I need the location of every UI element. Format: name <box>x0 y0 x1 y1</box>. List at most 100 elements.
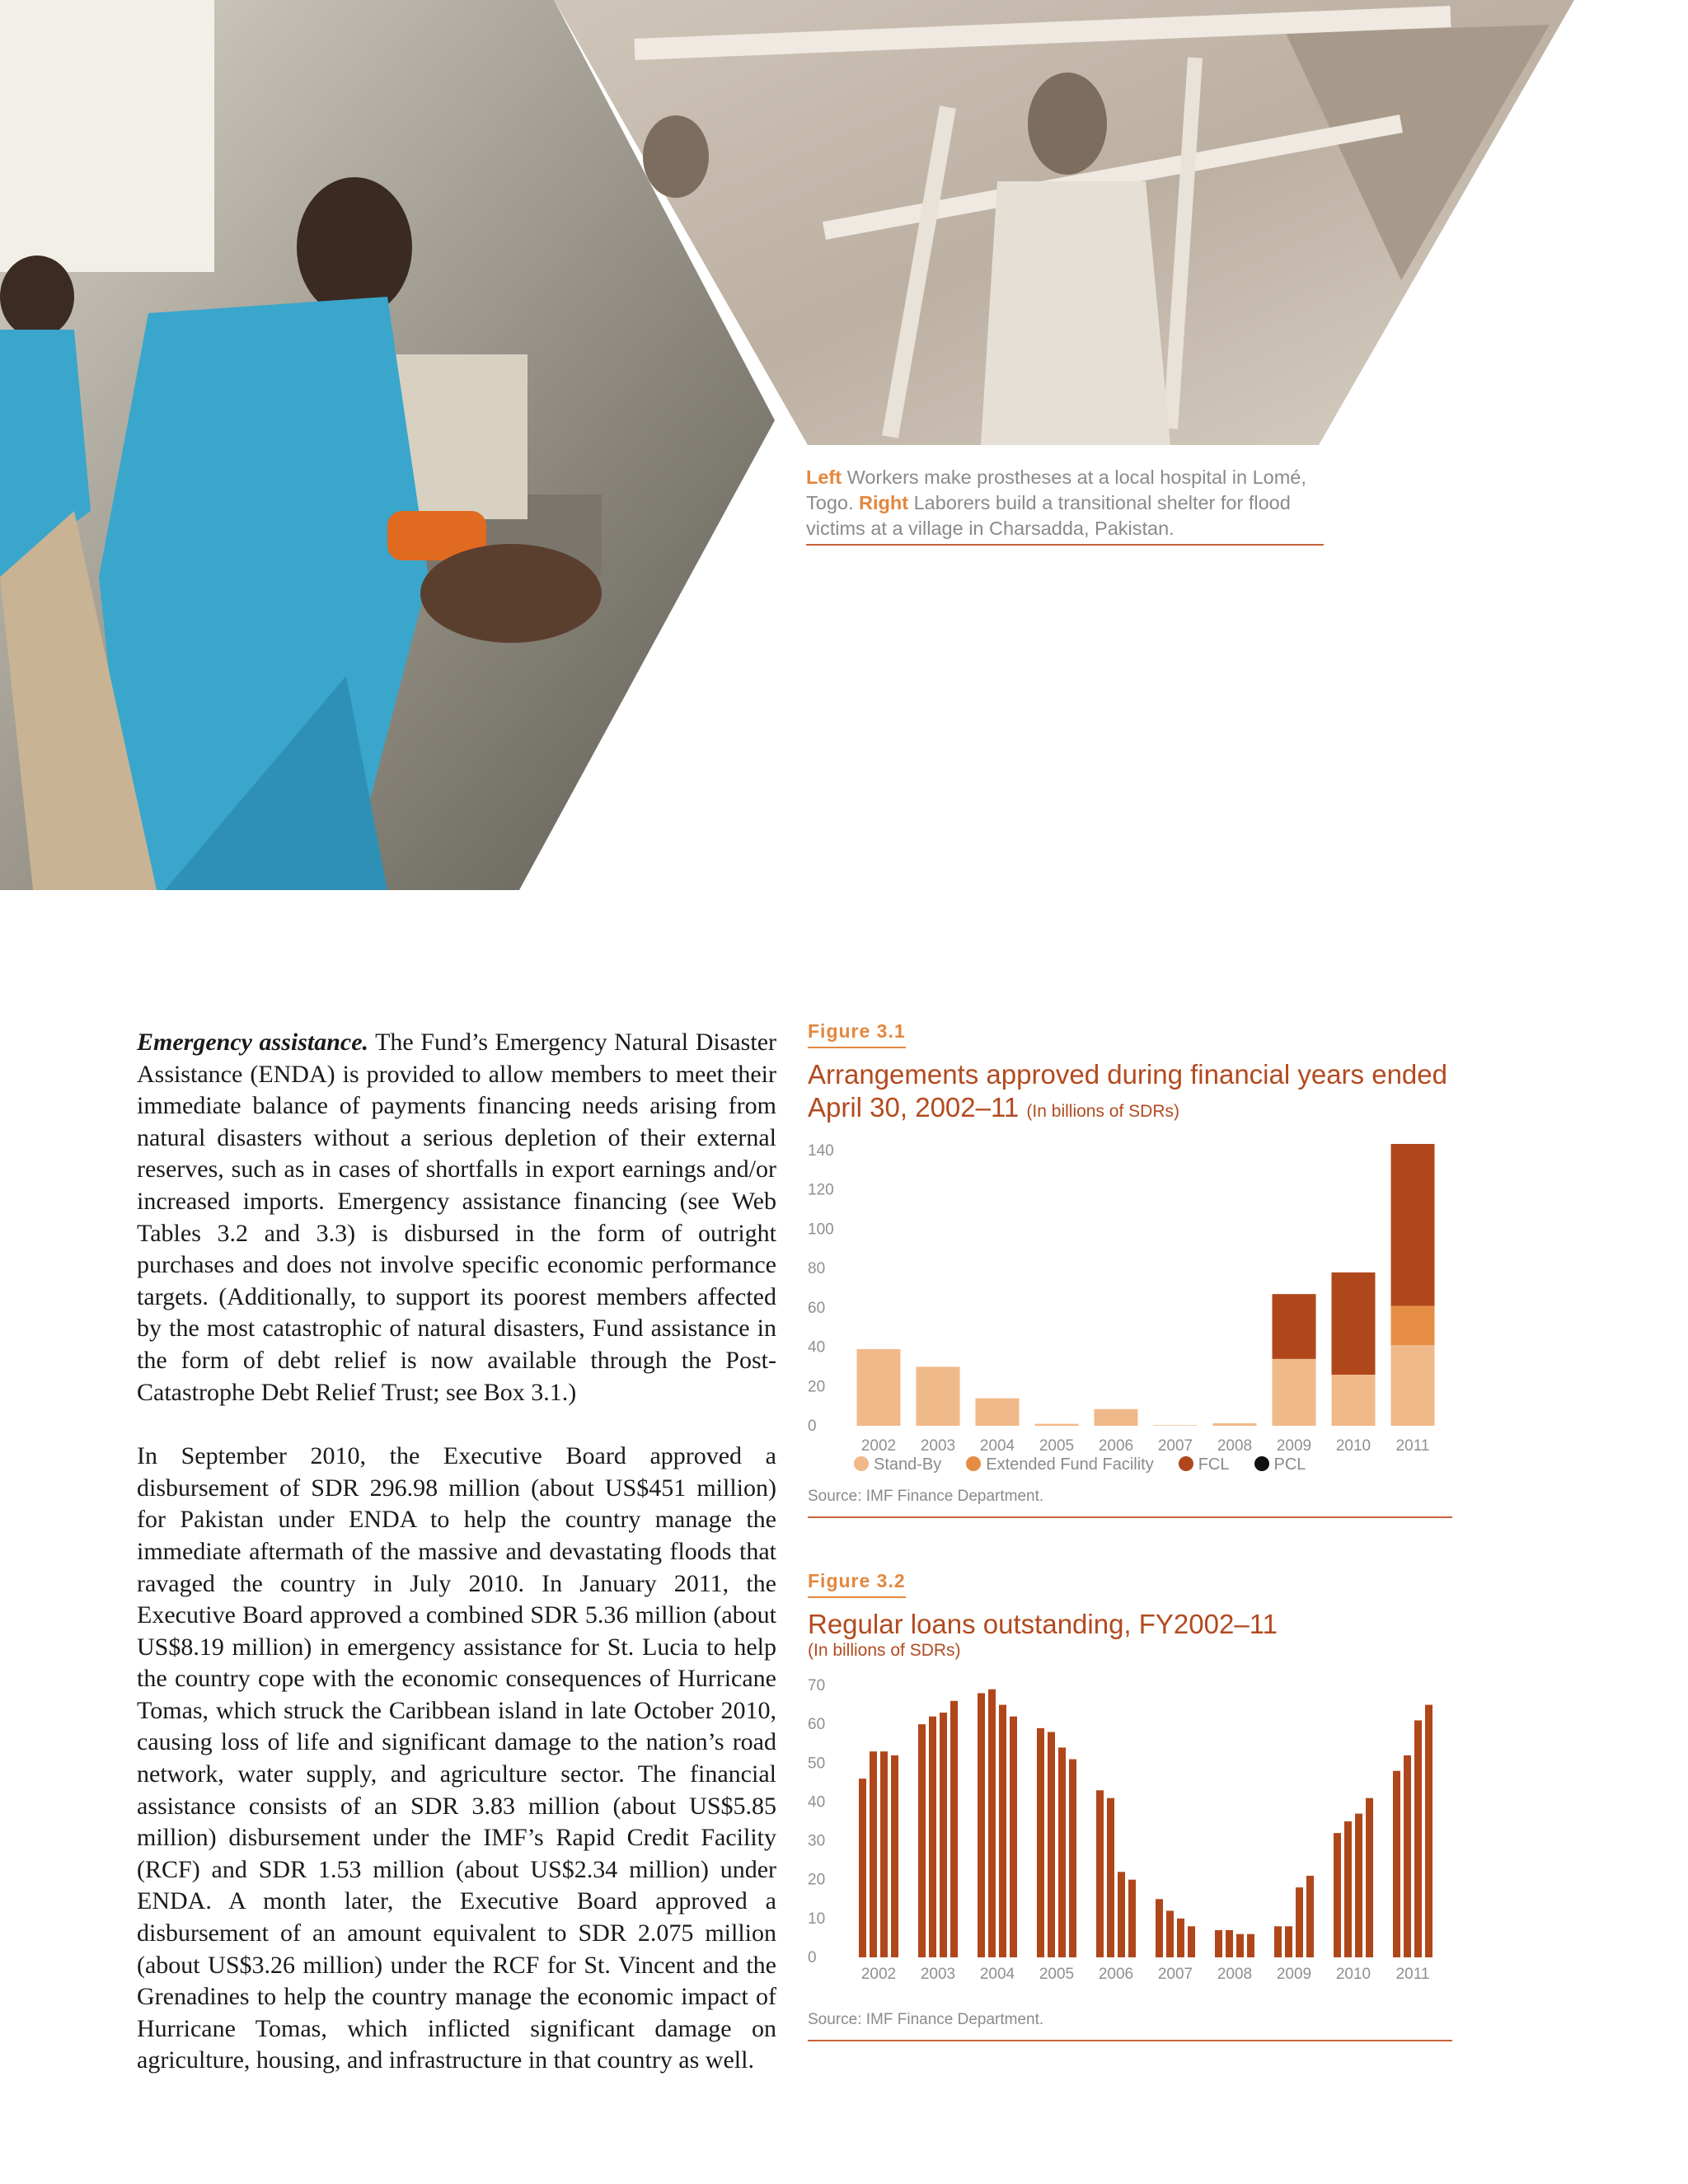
legend-item-standby: Stand-By <box>854 1455 941 1474</box>
caption-rule <box>806 544 1324 546</box>
x-tick-label: 2007 <box>1158 1437 1193 1455</box>
bar <box>1285 1926 1292 1957</box>
bar <box>1215 1930 1222 1957</box>
x-tick-label: 2008 <box>1217 1437 1252 1455</box>
bar <box>978 1693 985 1957</box>
bar <box>870 1751 877 1957</box>
bar <box>1058 1747 1066 1957</box>
bar <box>918 1724 926 1957</box>
figure-title-text: Arrangements approved during financial y… <box>808 1059 1447 1122</box>
paragraph-1-text: The Fund’s Emergency Natural Disaster As… <box>137 1029 776 1406</box>
x-tick-label: 2002 <box>861 1437 896 1455</box>
figure-label: Figure 3.1 <box>808 1020 906 1048</box>
bar <box>1414 1720 1422 1957</box>
bar <box>1393 1770 1400 1957</box>
bar <box>891 1755 898 1957</box>
bar <box>950 1700 958 1957</box>
right-photo <box>554 0 1574 445</box>
figure-subtitle: (In billions of SDRs) <box>1026 1102 1179 1121</box>
y-tick-label: 80 <box>808 1260 825 1277</box>
legend-item-eff: Extended Fund Facility <box>966 1455 1154 1474</box>
x-tick-label: 2011 <box>1396 1437 1430 1455</box>
figure-3-1: Figure 3.1 Arrangements approved during … <box>808 1020 1452 1531</box>
y-tick-label: 40 <box>808 1339 825 1357</box>
bar <box>1334 1833 1341 1957</box>
caption-left-text: Workers make prostheses at a local hospi… <box>806 466 1306 513</box>
y-tick-label: 140 <box>808 1144 834 1160</box>
caption-right-text: Laborers build a transitional shelter fo… <box>806 492 1291 539</box>
chart-regular-loans: 0 10 20 30 40 50 60 70 2002 2003 2004 2005 2006 2007 2… <box>808 1679 1432 1983</box>
x-tick-label: 2010 <box>1336 1966 1371 1983</box>
bar-segment <box>1331 1374 1376 1426</box>
bar <box>1306 1876 1314 1957</box>
bar-segment <box>1034 1423 1079 1426</box>
bar-segment <box>1212 1422 1257 1426</box>
bar <box>1048 1732 1055 1957</box>
chart-legend: Stand-By Extended Fund Facility FCL PCL <box>854 1455 1306 1474</box>
x-tick-label: 2005 <box>1039 1966 1074 1983</box>
legend-dot <box>1178 1456 1193 1471</box>
bar-segment <box>1390 1305 1435 1346</box>
y-tick-label: 70 <box>808 1679 825 1694</box>
bar <box>999 1704 1006 1957</box>
bar-segment <box>1094 1408 1138 1426</box>
x-tick-label: 2011 <box>1396 1966 1430 1983</box>
x-tick-label: 2007 <box>1158 1966 1193 1983</box>
legend-label: FCL <box>1198 1455 1230 1474</box>
figure-title: Regular loans outstanding, FY2002–11 <box>808 1609 1278 1639</box>
bar <box>940 1713 947 1957</box>
figure-subtitle: (In billions of SDRs) <box>808 1641 961 1660</box>
left-photo <box>0 0 775 890</box>
y-tick-label: 10 <box>808 1910 825 1928</box>
legend-label: PCL <box>1273 1455 1306 1474</box>
bar-segment <box>1331 1272 1376 1375</box>
y-tick-label: 60 <box>808 1300 825 1317</box>
bar <box>1247 1933 1254 1957</box>
bar <box>1177 1918 1184 1957</box>
x-tick-label: 2002 <box>861 1966 896 1983</box>
bar <box>1188 1926 1195 1957</box>
x-tick-label: 2009 <box>1277 1437 1311 1455</box>
bar <box>1274 1926 1282 1957</box>
bar <box>1156 1899 1163 1957</box>
y-tick-label: 0 <box>808 1949 817 1966</box>
bar <box>929 1716 936 1957</box>
figure-rule <box>808 2040 1452 2041</box>
y-tick-label: 20 <box>808 1872 825 1889</box>
bar-segment <box>1390 1144 1435 1306</box>
bar <box>880 1751 888 1957</box>
photo-collage <box>0 0 1574 890</box>
y-tick-label: 100 <box>808 1221 834 1238</box>
bar <box>1344 1821 1352 1957</box>
legend-dot <box>966 1456 982 1471</box>
bar <box>1010 1716 1017 1957</box>
bar-segment <box>1153 1425 1198 1426</box>
bar <box>1037 1727 1044 1957</box>
bar <box>1425 1704 1432 1957</box>
y-tick-label: 60 <box>808 1716 825 1733</box>
bar-segment <box>916 1366 960 1426</box>
bar-segment <box>1272 1294 1316 1359</box>
chart-arrangements: 0 20 40 60 80 100 120 140 2002 2003 2004 2005 2006 20… <box>808 1144 1435 1455</box>
x-tick-label: 2009 <box>1277 1966 1311 1983</box>
bar-segment <box>1390 1345 1435 1426</box>
legend-label: Stand-By <box>874 1455 942 1474</box>
y-tick-label: 30 <box>808 1833 825 1850</box>
y-tick-label: 40 <box>808 1793 825 1811</box>
bar <box>1107 1797 1114 1957</box>
bar <box>859 1779 866 1957</box>
figure-title: Arrangements approved during financial y… <box>808 1058 1452 1128</box>
paragraph-lead: Emergency assistance. <box>137 1029 369 1056</box>
y-tick-label: 20 <box>808 1378 825 1395</box>
bar <box>1118 1872 1125 1957</box>
x-tick-label: 2010 <box>1336 1437 1371 1455</box>
paragraph-2: In September 2010, the Executive Board a… <box>137 1442 776 2074</box>
bar <box>1366 1797 1373 1957</box>
bar <box>1296 1887 1303 1957</box>
x-tick-label: 2004 <box>980 1437 1015 1455</box>
x-tick-label: 2006 <box>1099 1966 1133 1983</box>
bar <box>1236 1933 1244 1957</box>
paragraph-1: Emergency assistance. The Fund’s Emergen… <box>137 1027 776 1408</box>
bar <box>988 1689 996 1957</box>
figure-rule <box>808 1516 1452 1518</box>
